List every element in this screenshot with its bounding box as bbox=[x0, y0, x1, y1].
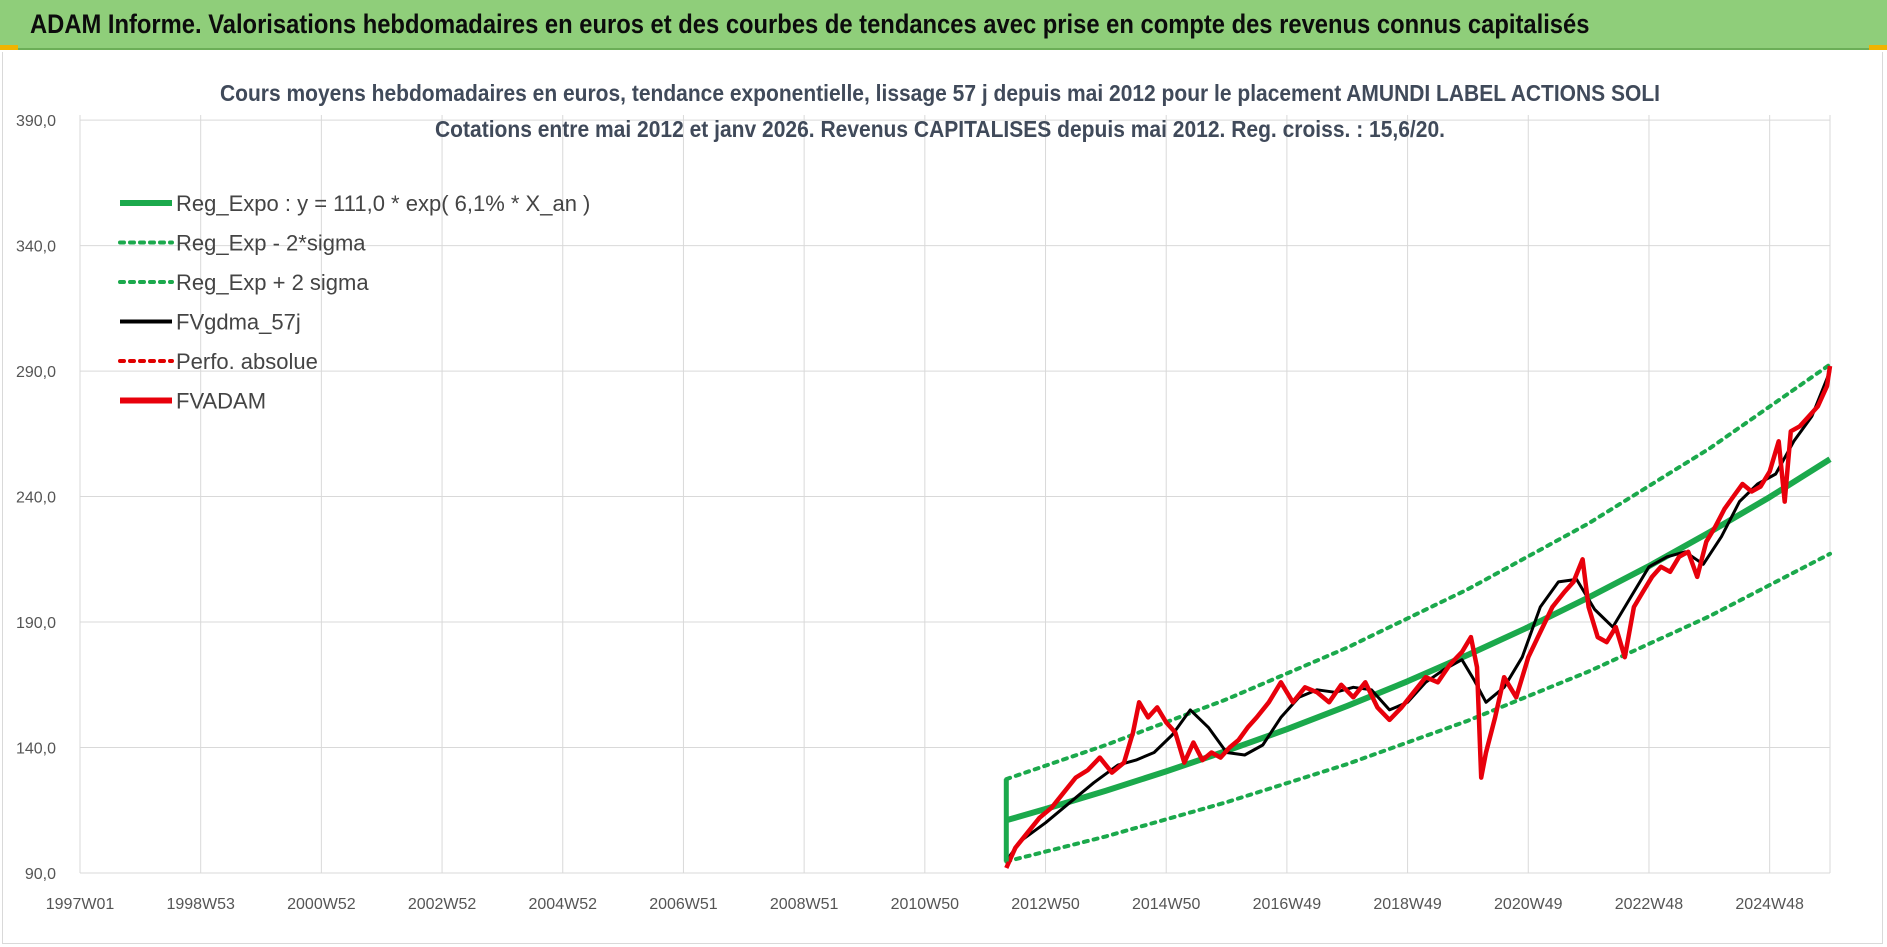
legend-label: Reg_Expo : y = 111,0 * exp( 6,1% * X_an … bbox=[176, 191, 590, 216]
y-tick-label: 290,0 bbox=[16, 364, 56, 381]
chart-series bbox=[1003, 362, 1833, 869]
y-tick-label: 140,0 bbox=[16, 741, 56, 758]
legend-label: FVADAM bbox=[176, 389, 266, 414]
x-tick-label: 2014W50 bbox=[1132, 896, 1201, 913]
report-title: ADAM Informe. Valorisations hebdomadaire… bbox=[30, 9, 1590, 39]
y-tick-label: 340,0 bbox=[16, 239, 56, 256]
chart-grid bbox=[79, 115, 1831, 874]
series-line-0 bbox=[1005, 456, 1832, 824]
x-tick-label: 2012W50 bbox=[1011, 896, 1080, 913]
x-tick-label: 2000W52 bbox=[287, 896, 356, 913]
x-tick-label: 2020W49 bbox=[1494, 896, 1563, 913]
series-line-2 bbox=[1004, 362, 1832, 782]
chart-legend: Reg_Expo : y = 111,0 * exp( 6,1% * X_an … bbox=[118, 191, 590, 414]
legend-label: FVgdma_57j bbox=[176, 310, 301, 335]
x-tick-label: 2006W51 bbox=[649, 896, 718, 913]
corner-accent-top-right bbox=[1869, 45, 1887, 50]
x-axis-ticks: 1997W01 1998W53 2000W52 2002W52 2004W52 2006W… bbox=[46, 896, 1804, 913]
y-tick-label: 190,0 bbox=[16, 615, 56, 632]
x-tick-label: 2018W49 bbox=[1373, 896, 1442, 913]
chart-frame bbox=[2, 52, 1883, 944]
legend-label: Perfo. absolue bbox=[176, 349, 318, 374]
x-tick-label: 2022W48 bbox=[1615, 896, 1684, 913]
legend-label: Reg_Exp + 2 sigma bbox=[176, 270, 369, 295]
x-tick-label: 2010W50 bbox=[891, 896, 960, 913]
series-line-5 bbox=[1004, 365, 1833, 869]
y-tick-label: 240,0 bbox=[16, 490, 56, 507]
x-tick-label: 1997W01 bbox=[46, 896, 115, 913]
chart-title-line: Cotations entre mai 2012 et janv 2026. R… bbox=[435, 116, 1445, 142]
corner-accent-top-left bbox=[0, 45, 18, 50]
x-tick-label: 1998W53 bbox=[166, 896, 235, 913]
x-tick-label: 2008W51 bbox=[770, 896, 839, 913]
chart-title: Cours moyens hebdomadaires en euros, ten… bbox=[220, 80, 1660, 142]
legend-label: Reg_Exp - 2*sigma bbox=[176, 231, 366, 256]
x-tick-label: 2004W52 bbox=[529, 896, 598, 913]
series-line-1 bbox=[1004, 551, 1832, 864]
x-tick-label: 2002W52 bbox=[408, 896, 477, 913]
x-tick-label: 2024W48 bbox=[1735, 896, 1804, 913]
chart-title-line: Cours moyens hebdomadaires en euros, ten… bbox=[220, 80, 1660, 106]
y-tick-label: 390,0 bbox=[16, 113, 56, 130]
series-line-3 bbox=[1005, 370, 1832, 862]
report-banner: ADAM Informe. Valorisations hebdomadaire… bbox=[0, 0, 1887, 50]
y-axis-ticks: 390,0 340,0 290,0 240,0 190,0 140,0 90,0 bbox=[16, 113, 56, 883]
y-tick-label: 90,0 bbox=[25, 866, 56, 883]
x-tick-label: 2016W49 bbox=[1253, 896, 1322, 913]
